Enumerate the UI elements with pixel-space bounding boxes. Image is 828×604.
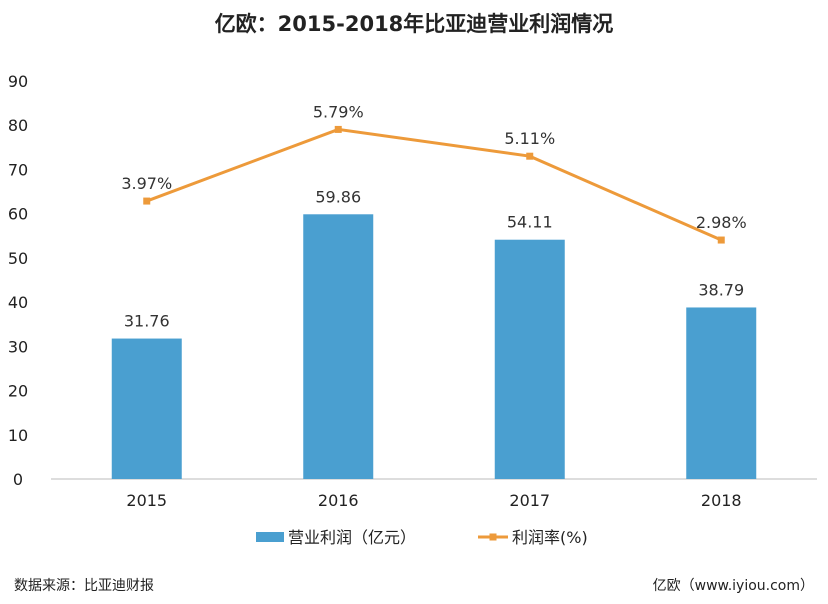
bar (686, 307, 757, 479)
legend-swatch-marker (489, 533, 497, 541)
x-tick-label: 2016 (318, 491, 359, 510)
x-tick-label: 2017 (509, 491, 550, 510)
y-tick-label: 60 (8, 205, 28, 224)
legend-label-line: 利润率(%) (512, 528, 588, 547)
y-tick-label: 0 (13, 470, 23, 489)
legend-label-bar: 营业利润（亿元） (288, 528, 416, 547)
line-marker (334, 125, 342, 133)
chart-title: 亿欧：2015-2018年比亚迪营业利润情况 (214, 12, 614, 36)
bar-data-label: 38.79 (698, 280, 744, 299)
line-data-label: 2.98% (696, 213, 747, 232)
y-tick-label: 80 (8, 116, 28, 135)
bar-data-label: 54.11 (507, 213, 553, 232)
bar (111, 338, 182, 479)
line-marker (143, 197, 151, 205)
y-tick-label: 40 (8, 293, 28, 312)
y-tick-label: 20 (8, 382, 28, 401)
y-tick-label: 70 (8, 160, 28, 179)
line-series (146, 127, 722, 242)
source-note: 数据来源：比亚迪财报 (14, 578, 154, 594)
y-tick-label: 50 (8, 249, 28, 268)
line-data-label: 3.97% (121, 174, 172, 193)
bar (494, 239, 565, 479)
x-tick-label: 2015 (126, 491, 167, 510)
bar-data-label: 31.76 (124, 312, 170, 331)
y-tick-label: 10 (8, 426, 28, 445)
bar-data-label: 59.86 (315, 187, 361, 206)
credit-note: 亿欧（www.iyiou.com） (652, 578, 814, 594)
line-data-label: 5.11% (504, 129, 555, 148)
y-tick-label: 90 (8, 72, 28, 91)
x-tick-label: 2018 (701, 491, 742, 510)
legend-swatch-bar (256, 532, 284, 542)
line-data-label: 5.79% (313, 102, 364, 121)
y-tick-label: 30 (8, 337, 28, 356)
bar (303, 214, 374, 480)
line-marker (526, 152, 534, 160)
line-marker (717, 236, 725, 244)
